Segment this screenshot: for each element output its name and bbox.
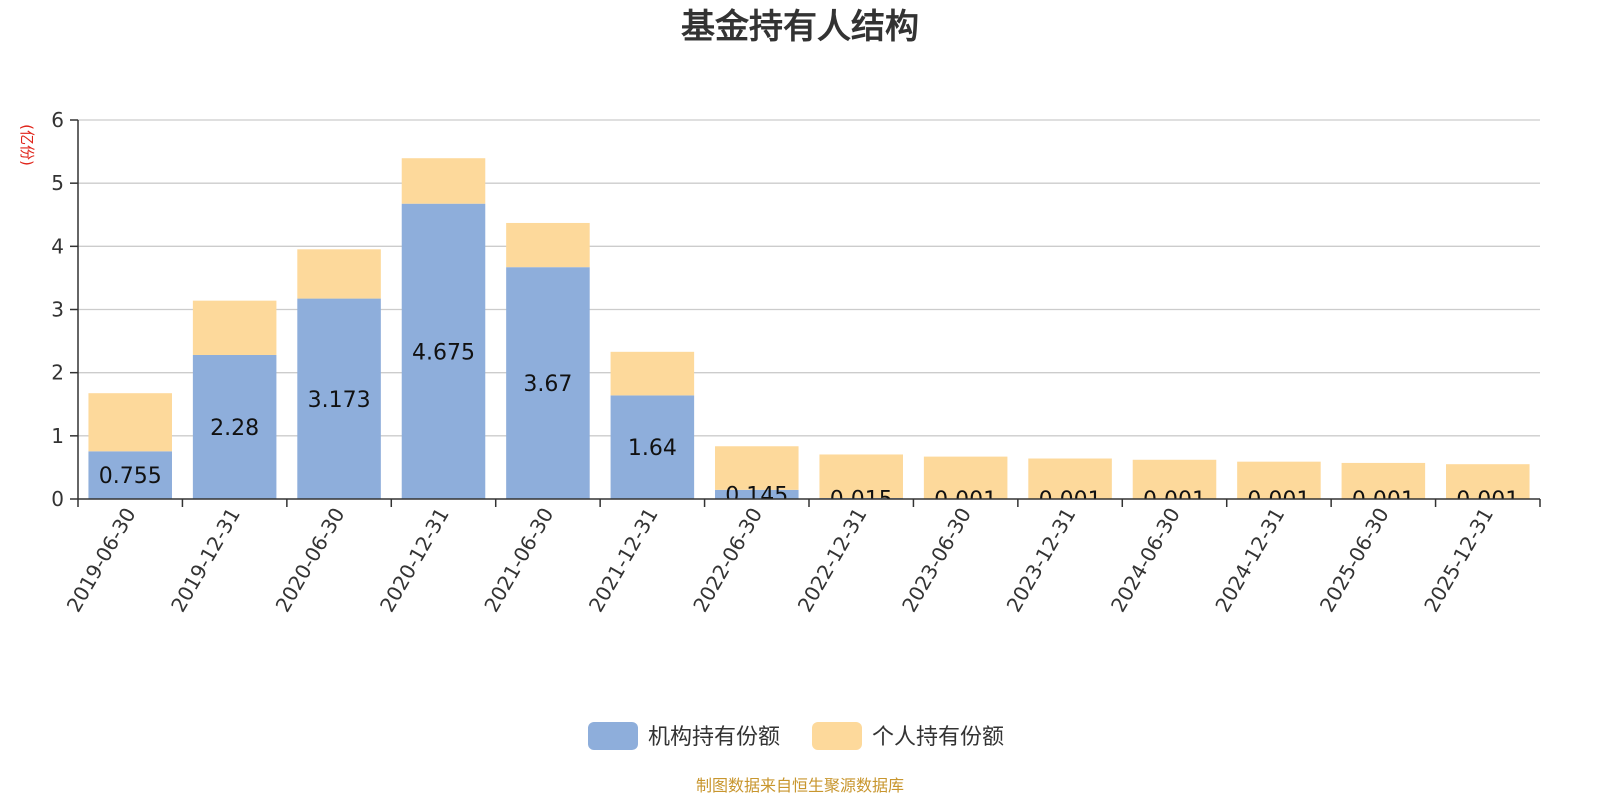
y-tick-label: 1 (51, 424, 64, 448)
bar-individual (297, 249, 381, 299)
x-tick-label: 2019-12-31 (166, 504, 245, 617)
y-tick-label: 3 (51, 298, 64, 322)
data-label: 0.001 (1352, 488, 1415, 513)
data-label: 3.67 (523, 372, 572, 397)
x-tick-label: 2021-06-30 (479, 504, 558, 617)
bar-individual (1341, 462, 1426, 499)
data-label: 3.173 (308, 388, 371, 413)
legend: 机构持有份额 个人持有份额 (588, 722, 1004, 750)
bar-individual (923, 456, 1008, 499)
bars (88, 158, 1530, 499)
bar-institutional (715, 489, 799, 499)
legend-swatch (588, 722, 638, 750)
bar-institutional (297, 298, 381, 499)
legend-swatch (812, 722, 862, 750)
source-note: 制图数据来自恒生聚源数据库 (696, 776, 904, 795)
bar-institutional (610, 395, 695, 499)
bar-individual (819, 454, 903, 499)
bar-individual (1237, 461, 1321, 499)
y-tick-label: 5 (51, 171, 64, 195)
data-label: 0.755 (99, 464, 162, 489)
y-axis-label: (亿份) (18, 124, 36, 166)
x-tick-label: 2023-06-30 (897, 504, 976, 617)
x-tick-label: 2024-12-31 (1210, 504, 1289, 617)
y-tick-label: 6 (51, 108, 64, 132)
bar-individual (1446, 464, 1530, 499)
bar-individual (715, 446, 799, 490)
x-tick-label: 2020-06-30 (270, 504, 349, 617)
x-tick-label: 2023-12-31 (1001, 504, 1080, 617)
legend-label: 机构持有份额 (648, 725, 780, 750)
data-label: 2.28 (210, 416, 259, 441)
bar-individual (1028, 458, 1112, 499)
x-tick-label: 2020-12-31 (375, 504, 454, 617)
bar-institutional (506, 267, 590, 499)
bar-institutional (192, 354, 277, 499)
bar-individual (88, 393, 172, 452)
x-tick-label: 2022-06-30 (688, 504, 767, 617)
x-tick-label: 2022-12-31 (793, 504, 872, 617)
bar-individual (401, 158, 486, 204)
bar-individual (610, 351, 695, 396)
bar-individual (506, 222, 590, 268)
data-label: 1.64 (628, 436, 677, 461)
data-label: 4.675 (412, 340, 475, 365)
x-tick-label: 2021-12-31 (584, 504, 663, 617)
data-label: 0.001 (934, 488, 997, 513)
y-tick-label: 2 (51, 361, 64, 385)
chart-title: 基金持有人结构 (681, 7, 919, 47)
y-tick-label: 0 (51, 487, 64, 511)
bar-individual (1132, 459, 1217, 499)
x-tick-label: 2025-12-31 (1419, 504, 1498, 617)
bar-institutional (88, 451, 172, 499)
data-label: 0.001 (1247, 488, 1310, 513)
data-label: 0.015 (830, 488, 893, 513)
x-tick-label: 2019-06-30 (62, 504, 141, 617)
data-label: 0.145 (725, 483, 788, 508)
bar-individual (192, 300, 277, 355)
bar-institutional (401, 203, 486, 499)
x-tick-label: 2024-06-30 (1106, 504, 1185, 617)
data-labels: 0.755 2.28 3.173 4.675 3.67 1.64 0.145 0.015 0.0… (99, 340, 1520, 513)
y-tick-label: 4 (51, 234, 64, 258)
legend-label: 个人持有份额 (872, 725, 1004, 750)
data-label: 0.001 (1143, 488, 1206, 513)
x-tick-label: 2025-06-30 (1315, 504, 1394, 617)
data-label: 0.001 (1456, 488, 1519, 513)
data-label: 0.001 (1039, 488, 1102, 513)
